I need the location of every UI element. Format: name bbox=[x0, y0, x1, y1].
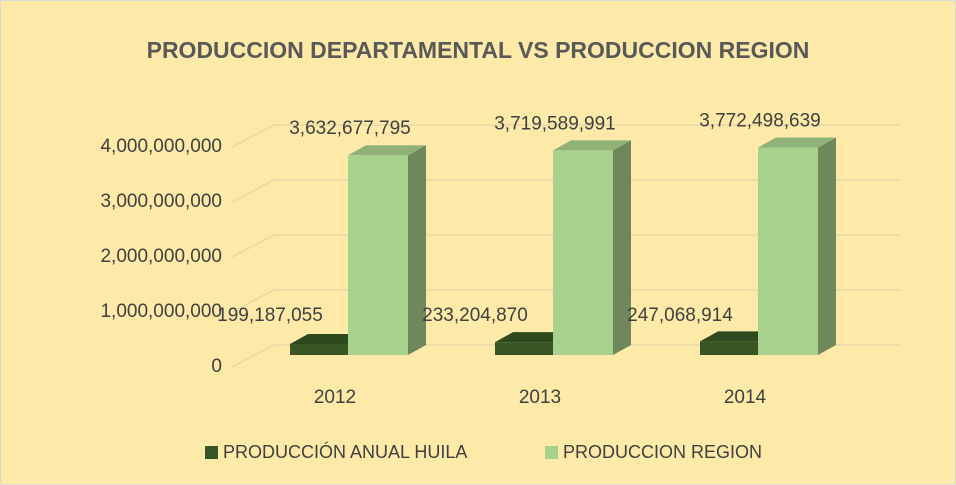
grid-line bbox=[231, 344, 900, 368]
grid-line bbox=[231, 179, 900, 203]
grid-line bbox=[231, 124, 900, 148]
grid-line bbox=[231, 289, 900, 313]
chart-title: PRODUCCION DEPARTAMENTAL VS PRODUCCION R… bbox=[147, 37, 810, 63]
data-label: 3,719,589,991 bbox=[494, 113, 616, 134]
bar-top bbox=[700, 331, 776, 342]
bar-front bbox=[700, 341, 758, 355]
bar-top bbox=[495, 332, 571, 343]
bar-front bbox=[553, 150, 613, 355]
bar-side bbox=[613, 140, 631, 355]
data-label: 233,204,870 bbox=[422, 305, 528, 326]
bar-front bbox=[758, 147, 818, 355]
bar-side bbox=[818, 137, 836, 355]
x-tick-label: 2014 bbox=[724, 387, 767, 408]
bar-top bbox=[758, 137, 836, 148]
bar bbox=[758, 137, 836, 355]
bar-top bbox=[553, 140, 631, 151]
bar-front bbox=[495, 342, 553, 355]
y-tick-label: 3,000,000,000 bbox=[100, 191, 222, 212]
y-tick-label: 0 bbox=[211, 356, 222, 377]
bar-side bbox=[408, 145, 426, 355]
y-tick-label: 1,000,000,000 bbox=[100, 301, 222, 322]
data-label: 3,632,677,795 bbox=[289, 118, 411, 139]
y-tick-label: 4,000,000,000 bbox=[100, 136, 222, 157]
bar-top bbox=[290, 334, 366, 345]
y-tick-label: 2,000,000,000 bbox=[100, 246, 222, 267]
legend-swatch bbox=[545, 446, 558, 459]
data-label: 247,068,914 bbox=[627, 305, 733, 326]
legend-label: PRODUCCIÓN ANUAL HUILA bbox=[223, 441, 467, 462]
x-tick-label: 2013 bbox=[519, 387, 561, 408]
bar-top bbox=[348, 145, 426, 156]
bar-front bbox=[348, 155, 408, 355]
grid-line bbox=[231, 234, 900, 258]
bar bbox=[348, 145, 426, 355]
legend-label: PRODUCCION REGION bbox=[563, 442, 762, 462]
data-label: 3,772,498,639 bbox=[699, 111, 821, 132]
data-label: 199,187,055 bbox=[217, 305, 323, 326]
bar bbox=[553, 140, 631, 355]
bar-front bbox=[290, 344, 348, 355]
legend-swatch bbox=[205, 446, 218, 459]
x-tick-label: 2012 bbox=[314, 387, 356, 408]
